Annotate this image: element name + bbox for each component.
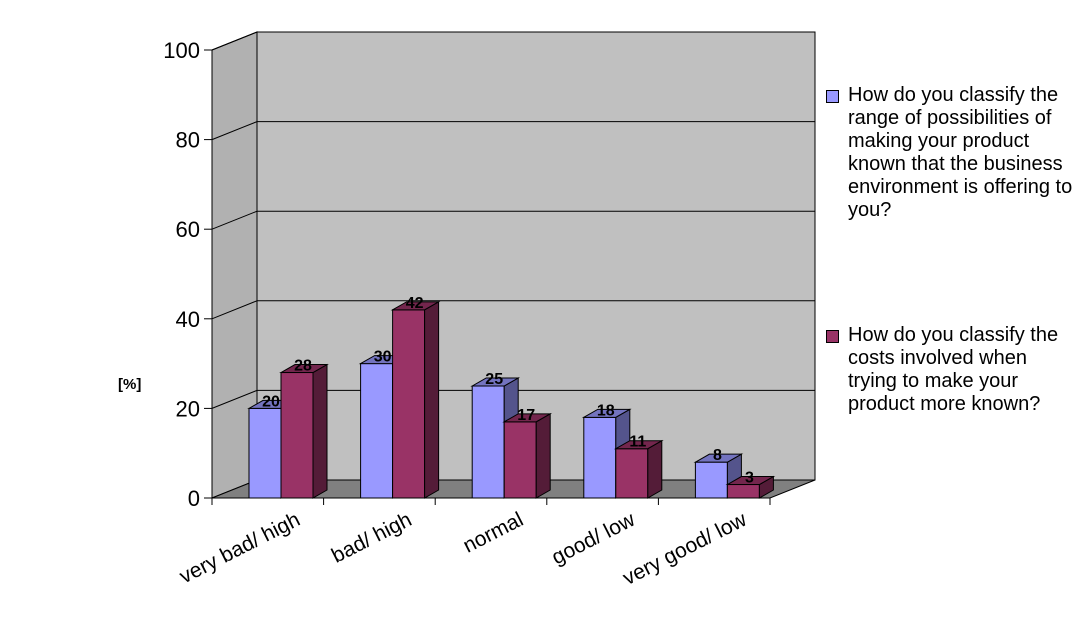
y-tick-label: 80 (176, 128, 200, 153)
x-tick-label: bad/ high (328, 508, 415, 568)
bar-front (392, 309, 426, 499)
gridline-100 (211, 31, 815, 51)
bar-top (613, 440, 664, 450)
data-labels: 20 30 25 18 8 28 42 17 11 3 (262, 295, 754, 487)
y-tick-label: 60 (176, 217, 200, 242)
bar-front (503, 421, 537, 499)
bar-side (647, 439, 663, 499)
data-label-series-1: 20 (262, 393, 280, 410)
bar-series-2-3 (613, 439, 664, 499)
bar-side (535, 412, 551, 499)
gridline-40 (211, 300, 815, 320)
y-tick-label: 20 (176, 396, 200, 421)
bars (247, 300, 776, 499)
y-tick-label: 100 (163, 38, 200, 63)
bar-series-2-0 (279, 363, 329, 499)
legend-label-series-2: How do you classify the costs involved w… (848, 324, 1059, 415)
y-tick-label: 0 (188, 486, 200, 511)
y-axis-title: [%] (118, 376, 142, 393)
bar-series-2-2 (502, 412, 553, 499)
bar-chart: 0 20 40 60 80 100 very bad/ high bad/ high norm… (163, 31, 816, 590)
legend-swatch-series-2 (826, 330, 839, 343)
legend-label-series-1: How do you classify the range of possibi… (848, 84, 1073, 221)
bar-top (470, 377, 521, 387)
bar-front (726, 484, 760, 499)
bar-front (360, 363, 394, 499)
data-label-series-2: 28 (294, 358, 312, 375)
legend-entry-series-1: How do you classify the range of possibi… (826, 84, 1081, 222)
data-label-series-2: 3 (745, 470, 754, 487)
x-tick-label: very good/ low (619, 508, 751, 590)
x-axis: very bad/ high bad/ high normal good/ lowve… (176, 497, 771, 590)
bar-front (471, 385, 505, 499)
x-tick-label: normal (459, 508, 527, 558)
gridlines (211, 31, 815, 409)
bar-top (279, 364, 329, 374)
y-tick-label: 40 (176, 307, 200, 332)
legend: How do you classify the range of possibi… (826, 84, 1081, 416)
data-label-series-2: 42 (406, 295, 424, 312)
bar-series-2-4 (725, 475, 776, 499)
x-tick-label: good/ low (548, 508, 639, 570)
bar-top (725, 476, 776, 486)
back-wall (256, 31, 816, 481)
bar-front (694, 461, 728, 499)
data-label-series-1: 8 (713, 447, 722, 464)
bar-front (280, 372, 314, 499)
data-label-series-1: 18 (597, 402, 615, 419)
gridline-60 (211, 210, 815, 230)
chart-walls (211, 31, 816, 499)
legend-swatch-series-1 (826, 90, 839, 103)
gridline-80 (211, 121, 815, 141)
bar-top (502, 413, 553, 423)
gridline-20 (211, 389, 815, 409)
bar-front (583, 416, 617, 499)
legend-entry-series-2: How do you classify the costs involved w… (826, 324, 1081, 416)
data-label-series-1: 25 (485, 371, 503, 388)
bar-side (424, 300, 440, 499)
bar-top (693, 453, 744, 463)
data-label-series-1: 30 (374, 349, 392, 366)
data-label-series-2: 11 (629, 434, 646, 451)
x-tick-label: very bad/ high (176, 508, 304, 588)
bar-top (581, 408, 632, 418)
bar-series-2-1 (390, 300, 441, 499)
bar-front (248, 407, 282, 499)
data-label-series-2: 17 (517, 407, 535, 424)
bar-top (390, 301, 441, 311)
y-axis: 0 20 40 60 80 100 (163, 38, 213, 511)
bar-side (312, 363, 328, 499)
bar-front (615, 448, 649, 499)
